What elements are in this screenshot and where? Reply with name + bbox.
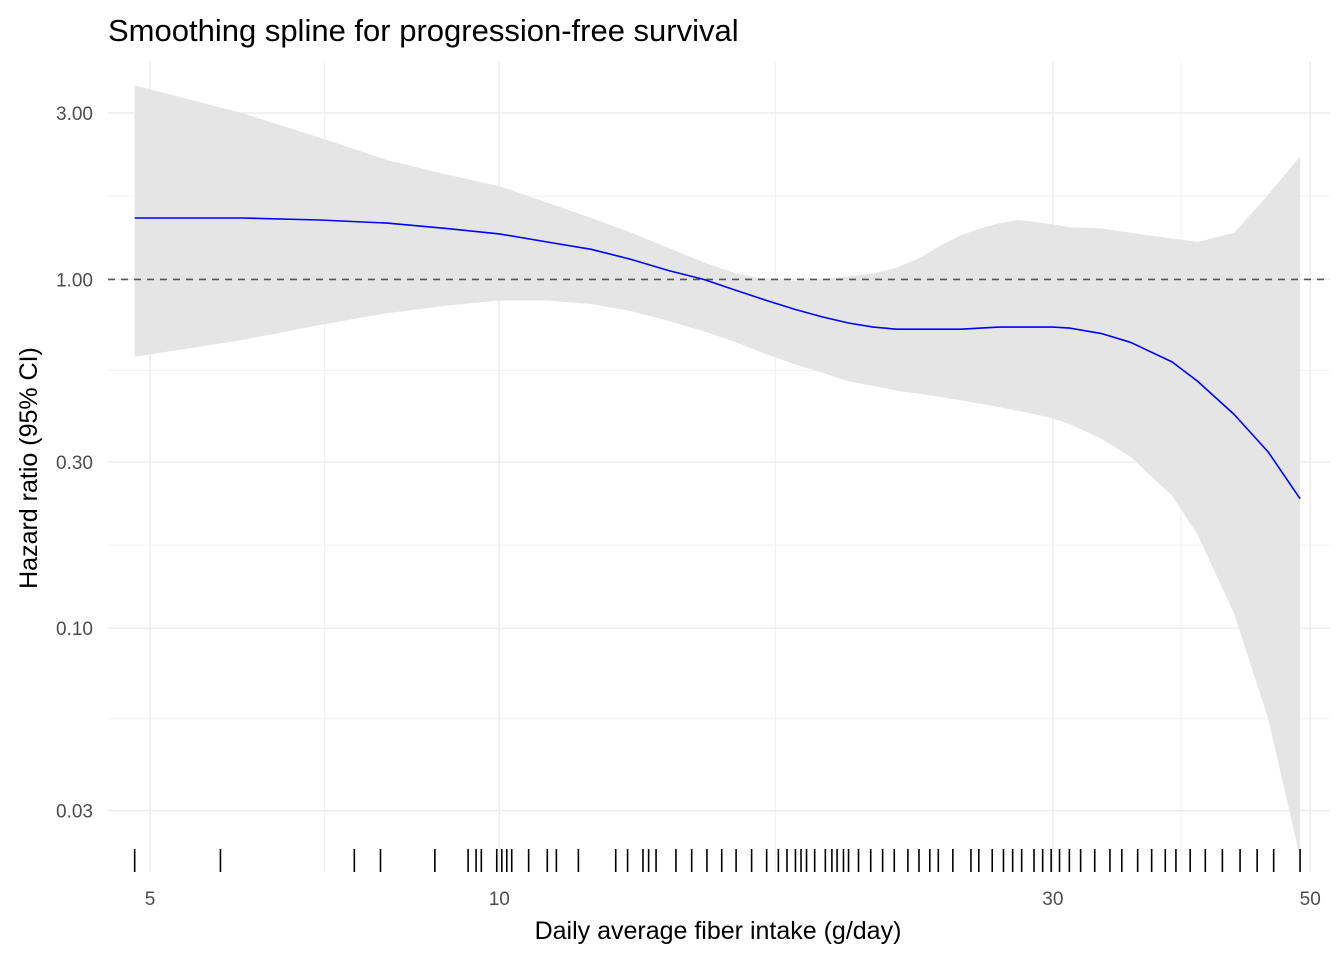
y-tick-label-0: 0.03	[56, 802, 93, 823]
y-tick-label-1: 0.10	[56, 619, 93, 640]
x-axis-title: Daily average fiber intake (g/day)	[535, 917, 902, 945]
x-tick-labels: 5 10 30 50	[145, 889, 1321, 910]
confidence-band-area	[134, 85, 1301, 858]
y-tick-label-2: 0.30	[56, 453, 93, 474]
rug-ticks	[133, 849, 1301, 872]
hazard-ratio-series	[134, 217, 1301, 500]
x-tick-label-0: 5	[145, 889, 156, 910]
x-tick-label-1: 10	[489, 889, 510, 910]
x-tick-label-2: 30	[1042, 889, 1063, 910]
y-axis-title: Hazard ratio (95% CI)	[15, 347, 43, 589]
y-tick-label-4: 3.00	[56, 104, 93, 125]
y-tick-label-3: 1.00	[56, 270, 93, 291]
confidence-band	[134, 85, 1301, 858]
chart-title: Smoothing spline for progression-free su…	[108, 13, 739, 48]
x-tick-label-3: 50	[1300, 889, 1321, 910]
y-tick-labels: 0.03 0.10 0.30 1.00 3.00	[56, 104, 93, 823]
hazard-ratio-line	[134, 217, 1301, 500]
